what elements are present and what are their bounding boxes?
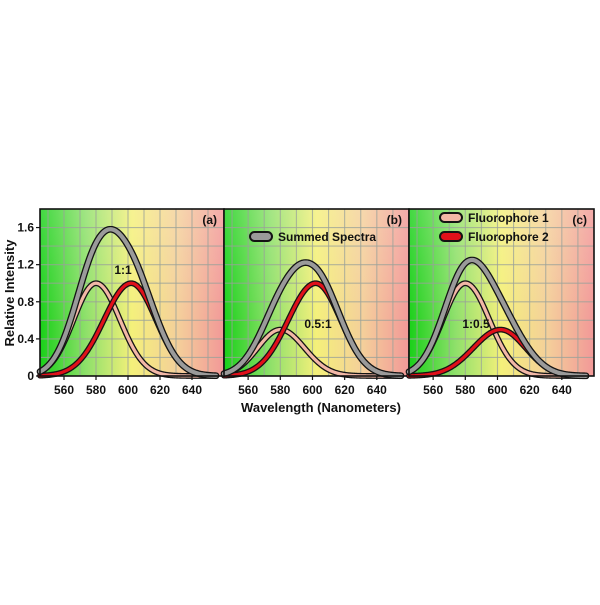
legend-swatch-fluor2	[439, 231, 463, 242]
x-tick-label: 560	[54, 383, 74, 397]
panel-label: (a)	[202, 213, 217, 227]
x-tick-label: 640	[367, 383, 387, 397]
series-line-summed	[40, 229, 216, 375]
legend-label-summed: Summed Spectra	[278, 230, 376, 244]
panel-a: 560 580 600 620 640 (a) 1:1	[40, 208, 225, 397]
x-tick-label: 620	[335, 383, 355, 397]
legend-fluor1: Fluorophore 1	[439, 211, 549, 225]
y-axis-title: Relative Intensity	[2, 239, 17, 347]
y-tick-label: 1.2	[17, 258, 34, 272]
ratio-label: 1:1	[114, 263, 132, 277]
legend-swatch-fluor1	[439, 212, 463, 223]
x-tick-label: 620	[150, 383, 170, 397]
legend-fluor2: Fluorophore 2	[439, 230, 549, 244]
legend-swatch-summed	[249, 231, 273, 242]
panel-label: (c)	[572, 213, 587, 227]
x-tick-label: 580	[455, 383, 475, 397]
x-tick-label: 600	[487, 383, 507, 397]
panel-b: 560 580 600 620 640 (b) 0.5:1	[224, 208, 410, 397]
x-tick-label: 560	[423, 383, 443, 397]
x-tick-label: 580	[86, 383, 106, 397]
ratio-label: 1:0.5	[462, 317, 490, 331]
panel-label: (b)	[387, 213, 402, 227]
series-line-summed	[224, 263, 401, 376]
y-tick-label: 1.6	[17, 221, 34, 235]
series-line-summed	[409, 260, 586, 376]
x-tick-label: 600	[118, 383, 138, 397]
x-tick-label: 580	[270, 383, 290, 397]
x-tick-label: 640	[552, 383, 572, 397]
panel-frame	[408, 208, 595, 377]
legend-summed: Summed Spectra	[249, 230, 376, 244]
legend-label-fluor2: Fluorophore 2	[468, 230, 549, 244]
y-tick-label: 0.4	[17, 332, 34, 346]
x-tick-label: 600	[302, 383, 322, 397]
x-tick-label: 560	[238, 383, 258, 397]
x-axis-title: Wavelength (Nanometers)	[241, 400, 401, 415]
y-tick-label: 0.8	[17, 295, 34, 309]
x-tick-label: 640	[182, 383, 202, 397]
panel-c: 560 580 600 620 640 (c) 1:0.5	[408, 208, 595, 397]
legend-label-fluor1: Fluorophore 1	[468, 211, 549, 225]
y-tick-label: 0	[27, 369, 34, 383]
x-tick-label: 620	[520, 383, 540, 397]
ratio-label: 0.5:1	[304, 317, 332, 331]
curves	[224, 263, 401, 376]
